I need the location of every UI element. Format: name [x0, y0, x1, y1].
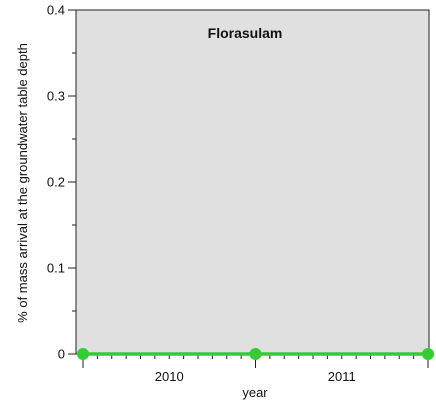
data-point: [249, 348, 262, 360]
y-tick-label: 0.4: [47, 3, 65, 18]
plot-area: [75, 9, 430, 355]
y-tick-label: 0.1: [47, 261, 65, 276]
x-tick-label: 2011: [328, 369, 356, 384]
x-axis-title: year: [242, 385, 268, 400]
y-axis: 0 0.1 0.2 0.3 0.4: [47, 3, 77, 362]
y-tick-label: 0.2: [47, 175, 65, 190]
y-tick-label: 0: [58, 347, 65, 362]
x-tick-label: 2010: [155, 369, 184, 384]
series-layer: [77, 348, 434, 360]
data-point: [422, 348, 434, 360]
y-tick-label: 0.3: [47, 89, 65, 104]
chart-title: Florasulam: [208, 25, 283, 41]
data-point: [77, 348, 89, 360]
y-axis-title: % of mass arrival at the groundwater tab…: [15, 43, 30, 323]
